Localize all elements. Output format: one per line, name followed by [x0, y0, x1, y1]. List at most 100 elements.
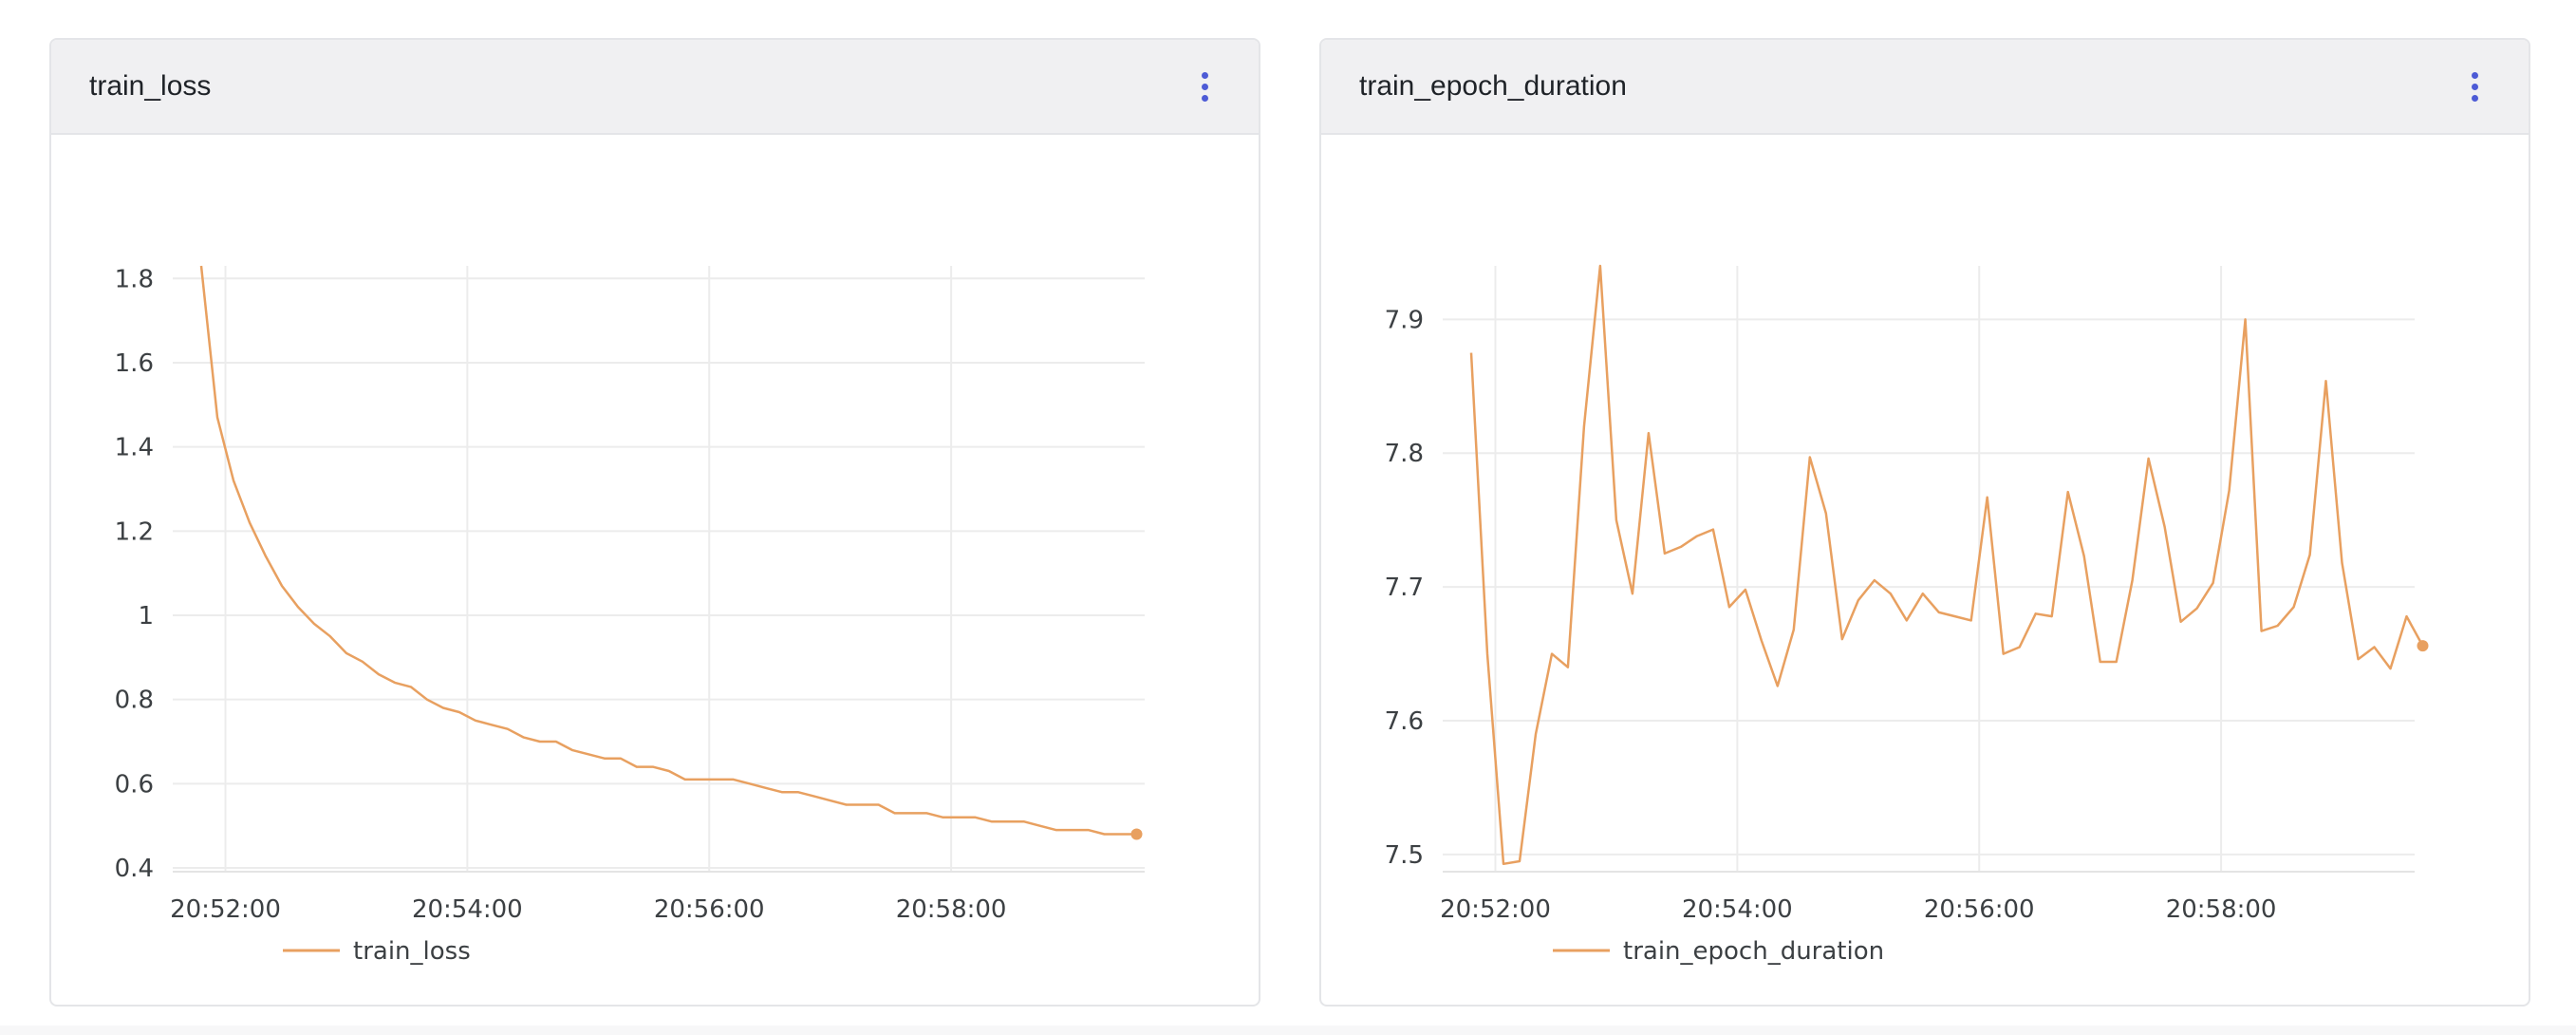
data-point — [1518, 859, 1521, 863]
data-point — [1647, 431, 1651, 435]
data-point — [1615, 518, 1618, 522]
data-point — [2228, 489, 2231, 493]
data-point — [1824, 512, 1828, 516]
data-point — [425, 698, 429, 702]
y-tick-label: 1.6 — [115, 349, 154, 378]
data-point — [1808, 455, 1812, 459]
data-point — [716, 778, 719, 781]
x-tick-label: 20:54:00 — [1682, 895, 1793, 924]
data-point — [215, 416, 219, 420]
x-tick-label: 20:56:00 — [1924, 895, 2035, 924]
data-point — [1986, 496, 1989, 499]
data-point — [1055, 828, 1058, 832]
data-point — [2131, 578, 2135, 582]
data-point — [1087, 828, 1091, 832]
data-point — [2066, 490, 2070, 494]
data-point — [2389, 667, 2393, 670]
data-point — [1485, 652, 1489, 656]
data-point — [2405, 614, 2409, 618]
data-point — [490, 723, 494, 726]
data-point — [877, 802, 881, 806]
data-point — [861, 802, 865, 806]
data-point — [1695, 535, 1699, 538]
data-point — [764, 786, 768, 790]
data-point — [1469, 351, 1473, 355]
data-point — [958, 816, 961, 819]
data-point — [1905, 618, 1909, 622]
y-tick-label: 7.5 — [1385, 841, 1424, 870]
data-point — [700, 778, 703, 781]
y-tick-label: 7.7 — [1385, 574, 1424, 602]
legend-label: train_loss — [353, 937, 471, 966]
data-point — [345, 651, 348, 655]
x-tick-label: 20:52:00 — [1440, 895, 1551, 924]
data-point — [990, 819, 994, 823]
data-point — [2308, 553, 2312, 556]
data-point — [1038, 824, 1042, 828]
panel-header: train_epoch_duration — [1321, 40, 2529, 135]
data-point — [974, 816, 978, 819]
data-point — [1937, 611, 1941, 614]
data-point — [1663, 552, 1667, 555]
data-point — [1103, 833, 1107, 837]
data-point — [1582, 424, 1586, 428]
y-tick-label: 0.6 — [115, 770, 154, 799]
series-line — [199, 265, 1137, 836]
data-point — [377, 672, 381, 676]
data-point — [1727, 605, 1731, 609]
y-tick-label: 7.6 — [1385, 707, 1424, 736]
data-point — [2034, 612, 2038, 615]
data-point — [2260, 630, 2264, 633]
chart-panel-train-loss: train_loss 0.4 0.6 0.8 1 1.2 1.4 1.6 1.8 20:52:0… — [49, 38, 1260, 1007]
data-point — [1502, 862, 1505, 866]
data-point — [1022, 819, 1026, 823]
more-options-icon[interactable] — [1188, 67, 1221, 105]
more-options-icon[interactable] — [2458, 67, 2491, 105]
data-point — [554, 740, 558, 743]
y-tick-label: 0.4 — [115, 855, 154, 883]
panel-title: train_loss — [89, 70, 212, 102]
data-point — [845, 802, 849, 806]
x-tick-label: 20:54:00 — [412, 895, 523, 924]
data-point — [361, 660, 364, 664]
data-point — [199, 264, 203, 268]
data-point — [2212, 581, 2215, 585]
y-tick-label: 0.8 — [115, 687, 154, 715]
data-point — [1631, 592, 1634, 595]
data-point — [2292, 605, 2296, 609]
data-point — [651, 765, 655, 769]
data-point — [393, 681, 397, 685]
data-point — [2002, 652, 2006, 656]
data-point — [2341, 561, 2344, 565]
data-point — [1006, 819, 1010, 823]
data-point — [1598, 264, 1602, 268]
panel-title: train_epoch_duration — [1359, 70, 1627, 102]
data-point — [587, 752, 590, 756]
data-point — [2115, 660, 2119, 664]
data-point — [942, 816, 945, 819]
data-point — [732, 778, 736, 781]
data-point — [893, 811, 897, 815]
data-point — [296, 605, 300, 609]
data-point — [796, 790, 800, 794]
data-point — [2147, 457, 2151, 461]
data-point — [264, 555, 268, 558]
data-point — [312, 622, 316, 626]
data-point — [748, 781, 752, 785]
data-point — [280, 584, 284, 588]
data-point — [2244, 317, 2248, 321]
data-point — [1792, 628, 1796, 631]
y-tick-label: 1.8 — [115, 265, 154, 293]
data-point — [2018, 646, 2022, 649]
data-point — [2324, 379, 2328, 383]
data-point — [1953, 614, 1957, 618]
y-tick-label: 7.9 — [1385, 306, 1424, 334]
y-tick-label: 1 — [138, 602, 154, 630]
data-point — [1969, 618, 1973, 622]
chart-panel-train-epoch-duration: train_epoch_duration 7.5 7.6 7.7 7.8 7.9 20:5… — [1319, 38, 2530, 1007]
data-point — [603, 757, 607, 761]
data-point — [232, 479, 235, 482]
data-point — [1071, 828, 1074, 832]
data-point — [2195, 607, 2199, 611]
series-line — [1469, 264, 2424, 866]
